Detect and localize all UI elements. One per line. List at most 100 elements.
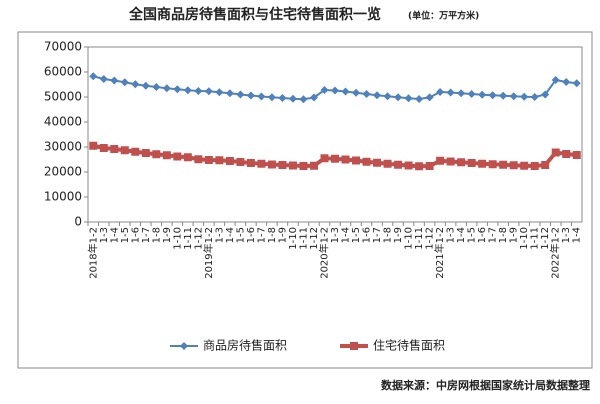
point xyxy=(320,86,329,94)
point xyxy=(551,76,560,84)
y-tick-label: 0 xyxy=(74,215,82,229)
point xyxy=(572,79,581,88)
point xyxy=(499,160,508,169)
x-tick-label: 1-4 xyxy=(109,227,120,243)
point xyxy=(562,150,571,158)
x-tick-label: 1-4 xyxy=(225,227,236,243)
point xyxy=(173,152,182,161)
point xyxy=(89,141,98,150)
point xyxy=(362,157,371,166)
point xyxy=(520,161,529,170)
point xyxy=(173,85,182,94)
point xyxy=(257,92,266,101)
x-tick-label: 1-3 xyxy=(446,227,457,243)
point xyxy=(373,158,382,167)
x-tick-label: 1-6 xyxy=(477,227,488,243)
x-tick-label: 1-11 xyxy=(414,227,425,250)
y-tick-label: 30000 xyxy=(44,140,82,154)
point xyxy=(509,161,518,170)
chart-title: 全国商品房待售面积与住宅待售面积一览 xyxy=(128,6,381,23)
point xyxy=(478,159,487,168)
point xyxy=(278,94,287,102)
point xyxy=(141,81,150,90)
x-tick-label: 1-8 xyxy=(151,227,162,243)
x-tick-label: 1-10 xyxy=(404,227,415,250)
x-tick-label: 1-4 xyxy=(456,227,467,243)
y-tick-label: 10000 xyxy=(44,190,82,204)
point xyxy=(394,93,403,102)
point xyxy=(341,87,350,96)
x-tick-label: 1-7 xyxy=(488,227,499,243)
point xyxy=(415,95,424,103)
x-tick-label: 1-6 xyxy=(130,227,141,243)
y-tick-label: 70000 xyxy=(44,40,82,54)
x-tick-label: 1-4 xyxy=(341,227,352,243)
source-note: 数据来源：中房网根据国家统计局数据整理 xyxy=(381,378,590,392)
point xyxy=(236,90,245,99)
point xyxy=(320,154,329,163)
point xyxy=(446,157,455,166)
point xyxy=(225,89,234,98)
point xyxy=(551,148,560,157)
point xyxy=(110,76,119,85)
x-tick-label: 1-8 xyxy=(383,227,394,243)
x-tick-label: 1-11 xyxy=(183,227,194,250)
point xyxy=(394,160,403,169)
point xyxy=(383,159,392,168)
x-tick-label: 1-12 xyxy=(540,227,551,250)
x-tick-label: 1-12 xyxy=(425,227,436,250)
point xyxy=(509,92,518,101)
x-tick-label: 2020年1-2 xyxy=(317,227,330,279)
x-tick-label: 1-5 xyxy=(351,227,362,243)
point xyxy=(309,161,318,170)
point xyxy=(362,90,371,98)
point xyxy=(299,162,308,170)
x-tick-label: 1-11 xyxy=(298,227,309,250)
x-tick-label: 1-6 xyxy=(246,227,257,243)
point xyxy=(530,93,539,101)
point xyxy=(288,94,297,103)
x-tick-label: 1-9 xyxy=(277,227,288,243)
legend-label: 商品房待售面积 xyxy=(203,338,287,353)
point xyxy=(572,151,581,159)
point xyxy=(467,159,476,167)
x-tick-label: 2019年1-2 xyxy=(202,227,215,279)
x-tick-label: 1-3 xyxy=(214,227,225,243)
point xyxy=(99,75,108,83)
chart-subtitle: (单位：万平方米) xyxy=(408,10,479,22)
point xyxy=(541,161,550,169)
point xyxy=(350,342,358,350)
x-tick-label: 1-11 xyxy=(530,227,541,250)
x-tick-label: 1-12 xyxy=(309,227,320,250)
x-tick-label: 1-5 xyxy=(120,227,131,243)
point xyxy=(488,160,497,169)
y-tick-label: 50000 xyxy=(44,90,82,104)
point xyxy=(194,155,203,164)
point xyxy=(162,84,171,93)
chart-border xyxy=(17,31,593,369)
point xyxy=(404,161,413,170)
x-tick-label: 1-9 xyxy=(509,227,520,243)
point xyxy=(267,160,276,169)
point xyxy=(162,151,171,160)
x-tick-label: 1-10 xyxy=(288,227,299,250)
x-tick-label: 2018年1-2 xyxy=(86,227,99,279)
point xyxy=(520,92,529,101)
point xyxy=(120,146,129,155)
point xyxy=(110,145,119,153)
point xyxy=(499,91,508,100)
point xyxy=(383,92,392,101)
point xyxy=(352,88,361,97)
point xyxy=(446,88,455,97)
point xyxy=(299,95,308,104)
x-tick-label: 1-8 xyxy=(498,227,509,243)
point xyxy=(204,87,213,96)
point xyxy=(425,162,434,170)
point xyxy=(152,83,161,91)
point xyxy=(89,72,98,81)
x-tick-label: 1-3 xyxy=(561,227,572,243)
point xyxy=(246,91,255,100)
point xyxy=(215,156,224,165)
x-tick-label: 1-7 xyxy=(256,227,267,243)
point xyxy=(341,155,350,164)
